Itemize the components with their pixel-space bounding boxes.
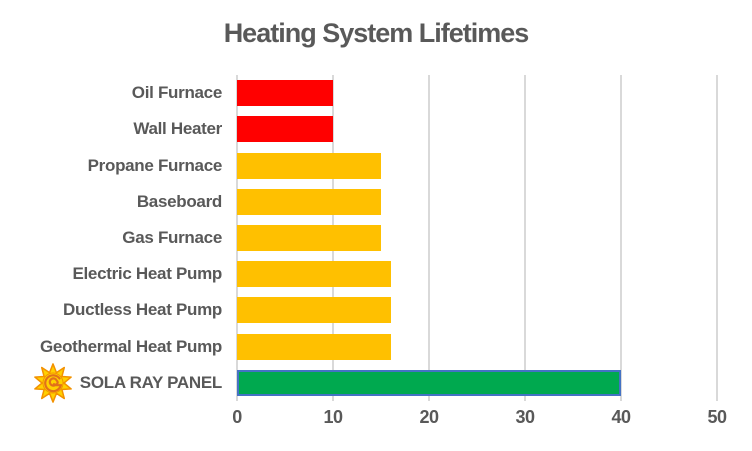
x-tick-label-10: 10 bbox=[323, 407, 343, 427]
category-row-ductless-heat-pump: Ductless Heat Pump bbox=[0, 292, 222, 328]
category-label-sola-ray-panel: SOLA RAY PANEL bbox=[79, 372, 223, 392]
category-row-propane-furnace: Propane Furnace bbox=[0, 147, 223, 183]
x-tick-label-0: 0 bbox=[232, 407, 242, 427]
category-label-oil-furnace: Oil Furnace bbox=[131, 83, 223, 103]
gridline-30 bbox=[524, 75, 526, 401]
category-row-baseboard: Baseboard bbox=[0, 184, 222, 220]
bar-electric-heat-pump[interactable] bbox=[237, 261, 391, 288]
category-label-ductless-heat-pump: Ductless Heat Pump bbox=[63, 300, 222, 320]
bar-propane-furnace[interactable] bbox=[237, 152, 381, 179]
x-axis: 0 10 20 30 40 50 bbox=[0, 405, 752, 435]
category-row-wall-heater: Wall Heater bbox=[0, 111, 222, 147]
chart-title: Heating System Lifetimes bbox=[223, 18, 530, 48]
category-label-propane-furnace: Propane Furnace bbox=[87, 155, 223, 175]
x-tick-label-40: 40 bbox=[611, 407, 631, 427]
category-label-geothermal-heat-pump: Geothermal Heat Pump bbox=[40, 336, 222, 356]
bar-baseboard[interactable] bbox=[237, 188, 381, 215]
bar-geothermal-heat-pump[interactable] bbox=[237, 333, 391, 360]
plot-area bbox=[236, 75, 718, 401]
category-row-oil-furnace: Oil Furnace bbox=[0, 75, 223, 111]
bar-gas-furnace[interactable] bbox=[237, 225, 381, 251]
gridline-50 bbox=[716, 75, 718, 401]
bar-sola-ray-panel[interactable] bbox=[237, 369, 621, 396]
category-label-electric-heat-pump: Electric Heat Pump bbox=[72, 264, 222, 284]
x-tick-label-30: 30 bbox=[515, 407, 535, 427]
category-label-gas-furnace: Gas Furnace bbox=[122, 227, 222, 247]
bar-oil-furnace[interactable] bbox=[237, 80, 333, 107]
bar-wall-heater[interactable] bbox=[237, 116, 333, 143]
category-axis: Oil Furnace Wall Heater Propane Furnace Bas… bbox=[0, 75, 223, 405]
gridline-40 bbox=[620, 75, 622, 401]
category-row-electric-heat-pump: Electric Heat Pump bbox=[0, 256, 222, 292]
category-label-wall-heater: Wall Heater bbox=[133, 119, 222, 139]
sun-logo-icon bbox=[31, 360, 74, 406]
category-row-gas-furnace: Gas Furnace bbox=[0, 220, 222, 256]
bar-ductless-heat-pump[interactable] bbox=[237, 297, 391, 324]
category-row-geothermal-heat-pump: Geothermal Heat Pump bbox=[0, 329, 222, 365]
x-tick-label-50: 50 bbox=[707, 407, 727, 427]
x-tick-label-20: 20 bbox=[419, 407, 439, 427]
gridline-20 bbox=[428, 75, 430, 401]
category-row-sola-ray-panel: SOLA RAY PANEL bbox=[0, 360, 223, 405]
category-label-baseboard: Baseboard bbox=[136, 191, 222, 211]
